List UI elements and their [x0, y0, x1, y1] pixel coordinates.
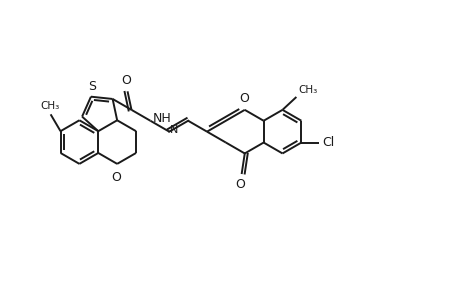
- Text: O: O: [235, 178, 244, 191]
- Text: S: S: [88, 80, 96, 93]
- Text: O: O: [121, 74, 131, 87]
- Text: CH₃: CH₃: [298, 85, 317, 95]
- Text: N: N: [170, 125, 178, 135]
- Text: O: O: [238, 92, 248, 105]
- Text: CH₃: CH₃: [40, 101, 59, 111]
- Text: O: O: [111, 171, 121, 184]
- Text: NH: NH: [152, 112, 171, 125]
- Text: Cl: Cl: [321, 136, 334, 149]
